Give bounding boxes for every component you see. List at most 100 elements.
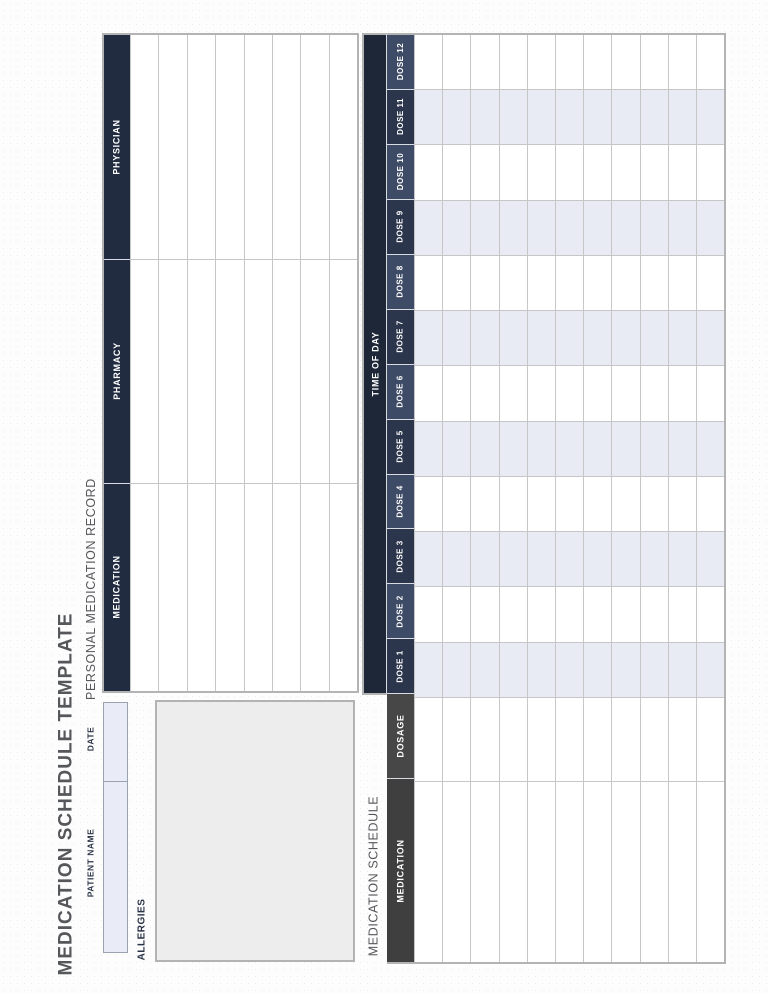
dose-cell[interactable] xyxy=(415,200,443,256)
dose-cell[interactable] xyxy=(668,35,696,91)
dosage-cell[interactable] xyxy=(471,697,499,782)
dosage-cell[interactable] xyxy=(499,697,527,782)
allergies-input-box[interactable] xyxy=(155,700,355,962)
dose-cell[interactable] xyxy=(668,587,696,643)
dose-cell[interactable] xyxy=(668,145,696,201)
dose-cell[interactable] xyxy=(612,200,640,256)
dose-cell[interactable] xyxy=(415,477,443,533)
dose-cell[interactable] xyxy=(696,642,725,698)
dose-cell[interactable] xyxy=(499,145,527,201)
dosage-cell[interactable] xyxy=(584,697,612,782)
dose-cell[interactable] xyxy=(612,90,640,146)
dose-cell[interactable] xyxy=(668,421,696,477)
medication-cell[interactable] xyxy=(499,781,527,963)
dose-cell[interactable] xyxy=(415,35,443,91)
dose-cell[interactable] xyxy=(612,421,640,477)
dose-cell[interactable] xyxy=(584,35,612,91)
medication-cell[interactable] xyxy=(471,781,499,963)
dose-cell[interactable] xyxy=(443,366,471,422)
dosage-cell[interactable] xyxy=(612,697,640,782)
patient-name-input[interactable] xyxy=(104,782,127,952)
dose-cell[interactable] xyxy=(696,35,725,91)
dose-cell[interactable] xyxy=(471,421,499,477)
dose-cell[interactable] xyxy=(443,145,471,201)
dose-cell[interactable] xyxy=(640,421,668,477)
dose-cell[interactable] xyxy=(640,311,668,367)
dose-cell[interactable] xyxy=(499,532,527,588)
dose-cell[interactable] xyxy=(415,587,443,643)
dose-cell[interactable] xyxy=(415,145,443,201)
record-cell-medication[interactable] xyxy=(187,483,216,691)
dose-cell[interactable] xyxy=(499,587,527,643)
dose-cell[interactable] xyxy=(640,477,668,533)
dose-cell[interactable] xyxy=(640,366,668,422)
dose-cell[interactable] xyxy=(696,587,725,643)
record-cell-physician[interactable] xyxy=(159,35,187,260)
record-cell-medication[interactable] xyxy=(216,483,244,691)
dosage-cell[interactable] xyxy=(640,697,668,782)
dose-cell[interactable] xyxy=(640,200,668,256)
record-cell-pharmacy[interactable] xyxy=(272,259,301,484)
dose-cell[interactable] xyxy=(555,366,584,422)
dose-cell[interactable] xyxy=(527,642,555,698)
dose-cell[interactable] xyxy=(555,311,584,367)
dose-cell[interactable] xyxy=(443,311,471,367)
dose-cell[interactable] xyxy=(696,90,725,146)
dose-cell[interactable] xyxy=(612,145,640,201)
dose-cell[interactable] xyxy=(471,532,499,588)
dose-cell[interactable] xyxy=(696,200,725,256)
dose-cell[interactable] xyxy=(499,366,527,422)
dose-cell[interactable] xyxy=(415,311,443,367)
record-cell-physician[interactable] xyxy=(187,35,216,260)
medication-cell[interactable] xyxy=(696,781,725,963)
dose-cell[interactable] xyxy=(443,421,471,477)
dose-cell[interactable] xyxy=(612,256,640,312)
medication-cell[interactable] xyxy=(443,781,471,963)
dose-cell[interactable] xyxy=(443,200,471,256)
record-cell-medication[interactable] xyxy=(301,483,329,691)
dose-cell[interactable] xyxy=(443,90,471,146)
dose-cell[interactable] xyxy=(696,421,725,477)
dose-cell[interactable] xyxy=(471,35,499,91)
dose-cell[interactable] xyxy=(584,311,612,367)
record-cell-pharmacy[interactable] xyxy=(159,259,187,484)
record-cell-pharmacy[interactable] xyxy=(244,259,272,484)
dose-cell[interactable] xyxy=(499,642,527,698)
medication-cell[interactable] xyxy=(555,781,584,963)
dose-cell[interactable] xyxy=(555,532,584,588)
dose-cell[interactable] xyxy=(527,200,555,256)
record-cell-medication[interactable] xyxy=(159,483,187,691)
dose-cell[interactable] xyxy=(584,145,612,201)
dose-cell[interactable] xyxy=(499,421,527,477)
dose-cell[interactable] xyxy=(668,366,696,422)
dose-cell[interactable] xyxy=(696,145,725,201)
dose-cell[interactable] xyxy=(668,90,696,146)
record-cell-physician[interactable] xyxy=(244,35,272,260)
dose-cell[interactable] xyxy=(640,642,668,698)
dose-cell[interactable] xyxy=(555,421,584,477)
dose-cell[interactable] xyxy=(555,587,584,643)
dosage-cell[interactable] xyxy=(443,697,471,782)
dose-cell[interactable] xyxy=(499,256,527,312)
medication-cell[interactable] xyxy=(584,781,612,963)
dose-cell[interactable] xyxy=(443,35,471,91)
dose-cell[interactable] xyxy=(612,477,640,533)
dose-cell[interactable] xyxy=(415,366,443,422)
dose-cell[interactable] xyxy=(640,532,668,588)
dose-cell[interactable] xyxy=(499,200,527,256)
dose-cell[interactable] xyxy=(612,532,640,588)
record-cell-pharmacy[interactable] xyxy=(187,259,216,484)
dose-cell[interactable] xyxy=(584,587,612,643)
dosage-cell[interactable] xyxy=(668,697,696,782)
dose-cell[interactable] xyxy=(668,477,696,533)
dose-cell[interactable] xyxy=(584,532,612,588)
dose-cell[interactable] xyxy=(584,421,612,477)
dose-cell[interactable] xyxy=(415,90,443,146)
dose-cell[interactable] xyxy=(499,477,527,533)
dose-cell[interactable] xyxy=(527,477,555,533)
record-cell-pharmacy[interactable] xyxy=(131,259,159,484)
dose-cell[interactable] xyxy=(527,35,555,91)
dose-cell[interactable] xyxy=(584,90,612,146)
dose-cell[interactable] xyxy=(415,532,443,588)
dose-cell[interactable] xyxy=(696,532,725,588)
